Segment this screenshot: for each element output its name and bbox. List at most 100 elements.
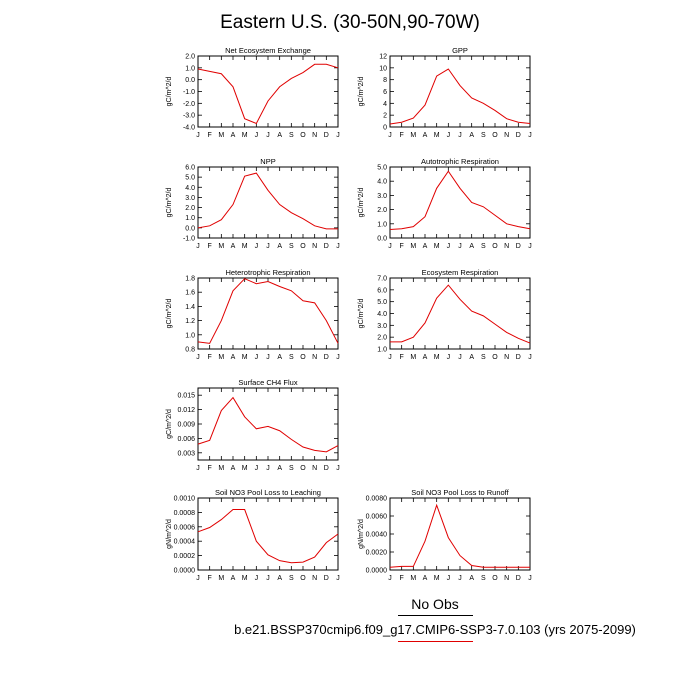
x-tick-label: S xyxy=(481,132,486,139)
panel-4: Autotrophic Respiration 0.0 1.0 2.0 3.0 4.0 5.… xyxy=(358,157,532,250)
y-tick-label: 3.0 xyxy=(185,195,195,202)
plot-frame xyxy=(389,55,531,128)
x-tick-label: J xyxy=(266,575,270,582)
x-tick-label: J xyxy=(528,132,532,139)
x-tick-label: N xyxy=(312,132,317,139)
series-line xyxy=(197,396,339,453)
x-tick-label: O xyxy=(492,132,498,139)
panel-8: Soil NO3 Pool Loss to Leaching 0.0000 0.00… xyxy=(166,488,340,582)
plot-frame xyxy=(197,55,339,128)
x-tick-label: D xyxy=(324,354,329,361)
y-tick-label: 0.0000 xyxy=(366,568,388,575)
x-tick-label: A xyxy=(277,354,282,361)
y-tick-label: 0 xyxy=(383,125,387,132)
panel-6: Ecosystem Respiration 1.0 2.0 3.0 4.0 5.0 6.0 7… xyxy=(358,268,532,361)
y-tick-label: 0.0040 xyxy=(366,532,388,539)
x-tick-label: A xyxy=(469,354,474,361)
y-tick-label: 8 xyxy=(383,77,387,84)
x-tick-label: A xyxy=(423,243,428,250)
x-tick-label: M xyxy=(410,243,416,250)
x-tick-label: M xyxy=(434,132,440,139)
x-tick-label: O xyxy=(300,354,306,361)
panel-title: GPP xyxy=(452,46,468,55)
x-tick-label: S xyxy=(289,243,294,250)
x-tick-label: J xyxy=(458,243,462,250)
x-tick-label: D xyxy=(516,575,521,582)
plot-frame xyxy=(197,166,339,239)
x-tick-label: A xyxy=(231,465,236,472)
x-tick-label: D xyxy=(324,465,329,472)
x-tick-label: J xyxy=(388,132,392,139)
x-tick-label: D xyxy=(516,243,521,250)
y-axis-label: gN/m^2/d xyxy=(358,519,365,549)
x-tick-label: S xyxy=(289,575,294,582)
legend-obs-line xyxy=(398,615,473,616)
y-tick-label: 0.0060 xyxy=(366,514,388,521)
y-tick-label: -2.0 xyxy=(183,101,195,108)
x-tick-label: A xyxy=(231,132,236,139)
y-tick-label: 2.0 xyxy=(377,207,387,214)
x-tick-label: J xyxy=(336,575,340,582)
x-tick-label: F xyxy=(208,465,212,472)
panel-5: Heterotrophic Respiration 0.8 1.0 1.2 1.4 1.6… xyxy=(166,268,340,361)
panel-title: Autotrophic Respiration xyxy=(421,157,499,166)
x-tick-label: J xyxy=(196,465,200,472)
y-tick-label: 2 xyxy=(383,113,387,120)
y-tick-label: 0.0 xyxy=(185,225,195,232)
x-tick-label: J xyxy=(528,243,532,250)
x-tick-label: F xyxy=(400,132,404,139)
figure-title: Eastern U.S. (30-50N,90-70W) xyxy=(220,12,480,33)
panel-7: Surface CH4 Flux 0.003 0.006 0.009 0.012 0.01… xyxy=(166,378,340,472)
y-tick-label: 6 xyxy=(383,89,387,96)
series-line xyxy=(389,68,531,125)
y-tick-label: 12 xyxy=(379,54,387,61)
x-tick-label: S xyxy=(289,354,294,361)
y-tick-label: 5.0 xyxy=(185,175,195,182)
y-axis-label: gC/m^2/d xyxy=(358,299,365,329)
x-tick-label: J xyxy=(336,354,340,361)
x-tick-label: A xyxy=(423,575,428,582)
x-tick-label: S xyxy=(481,243,486,250)
x-tick-label: J xyxy=(388,575,392,582)
x-tick-label: D xyxy=(324,575,329,582)
x-tick-label: F xyxy=(400,243,404,250)
x-tick-label: A xyxy=(423,132,428,139)
y-tick-label: 5.0 xyxy=(377,165,387,172)
y-tick-label: 4.0 xyxy=(185,185,195,192)
y-tick-label: 0.006 xyxy=(177,436,195,443)
x-tick-label: N xyxy=(312,575,317,582)
x-tick-label: N xyxy=(504,575,509,582)
y-axis-label: gN/m^2/d xyxy=(166,519,173,549)
series-line xyxy=(390,284,531,344)
panel-title: Soil NO3 Pool Loss to Runoff xyxy=(411,488,509,497)
x-tick-label: S xyxy=(481,354,486,361)
x-tick-label: D xyxy=(324,132,329,139)
x-tick-label: A xyxy=(277,465,282,472)
x-tick-label: F xyxy=(208,575,212,582)
x-tick-label: O xyxy=(300,132,306,139)
y-tick-label: 0.0004 xyxy=(174,539,196,546)
y-tick-label: 6.0 xyxy=(377,287,387,294)
x-tick-label: F xyxy=(208,243,212,250)
x-tick-label: A xyxy=(469,575,474,582)
x-tick-label: N xyxy=(504,132,509,139)
x-tick-label: J xyxy=(266,132,270,139)
x-tick-label: J xyxy=(255,354,259,361)
x-tick-label: J xyxy=(255,132,259,139)
x-tick-label: M xyxy=(242,243,248,250)
y-tick-label: 1.0 xyxy=(377,221,387,228)
x-tick-label: M xyxy=(410,132,416,139)
x-tick-label: A xyxy=(231,575,236,582)
panel-title: Ecosystem Respiration xyxy=(422,268,499,277)
y-tick-label: 4.0 xyxy=(377,179,387,186)
y-tick-label: 2.0 xyxy=(377,335,387,342)
x-tick-label: N xyxy=(312,243,317,250)
y-axis-label: gC/m^2/d xyxy=(166,299,173,329)
x-tick-label: A xyxy=(277,575,282,582)
y-tick-label: -1.0 xyxy=(183,89,195,96)
panel-title: NPP xyxy=(260,157,275,166)
y-tick-label: 1.8 xyxy=(185,276,195,283)
x-tick-label: N xyxy=(312,465,317,472)
x-tick-label: J xyxy=(336,465,340,472)
